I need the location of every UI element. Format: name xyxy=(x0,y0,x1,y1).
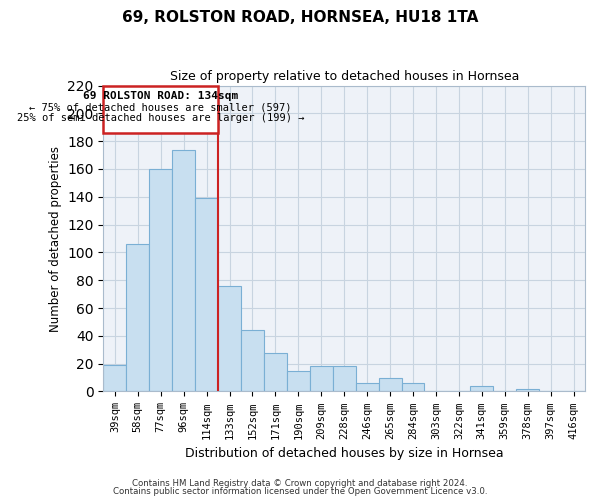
Bar xyxy=(310,366,333,392)
Text: 69, ROLSTON ROAD, HORNSEA, HU18 1TA: 69, ROLSTON ROAD, HORNSEA, HU18 1TA xyxy=(122,10,478,25)
Bar xyxy=(379,378,401,392)
Bar xyxy=(356,383,379,392)
Text: ← 75% of detached houses are smaller (597): ← 75% of detached houses are smaller (59… xyxy=(29,102,292,112)
Text: 69 ROLSTON ROAD: 134sqm: 69 ROLSTON ROAD: 134sqm xyxy=(83,91,238,101)
Bar xyxy=(401,383,424,392)
Bar xyxy=(287,370,310,392)
X-axis label: Distribution of detached houses by size in Hornsea: Distribution of detached houses by size … xyxy=(185,447,503,460)
Bar xyxy=(516,388,539,392)
Bar xyxy=(333,366,356,392)
Bar xyxy=(470,386,493,392)
Bar xyxy=(127,244,149,392)
Text: 25% of semi-detached houses are larger (199) →: 25% of semi-detached houses are larger (… xyxy=(17,114,304,124)
Text: Contains public sector information licensed under the Open Government Licence v3: Contains public sector information licen… xyxy=(113,487,487,496)
Y-axis label: Number of detached properties: Number of detached properties xyxy=(49,146,62,332)
Bar xyxy=(241,330,264,392)
Title: Size of property relative to detached houses in Hornsea: Size of property relative to detached ho… xyxy=(170,70,519,83)
Bar xyxy=(149,169,172,392)
Bar xyxy=(103,365,127,392)
Bar xyxy=(172,150,195,392)
FancyBboxPatch shape xyxy=(103,86,218,133)
Bar xyxy=(264,352,287,392)
Bar xyxy=(195,198,218,392)
Bar xyxy=(218,286,241,392)
Text: Contains HM Land Registry data © Crown copyright and database right 2024.: Contains HM Land Registry data © Crown c… xyxy=(132,478,468,488)
